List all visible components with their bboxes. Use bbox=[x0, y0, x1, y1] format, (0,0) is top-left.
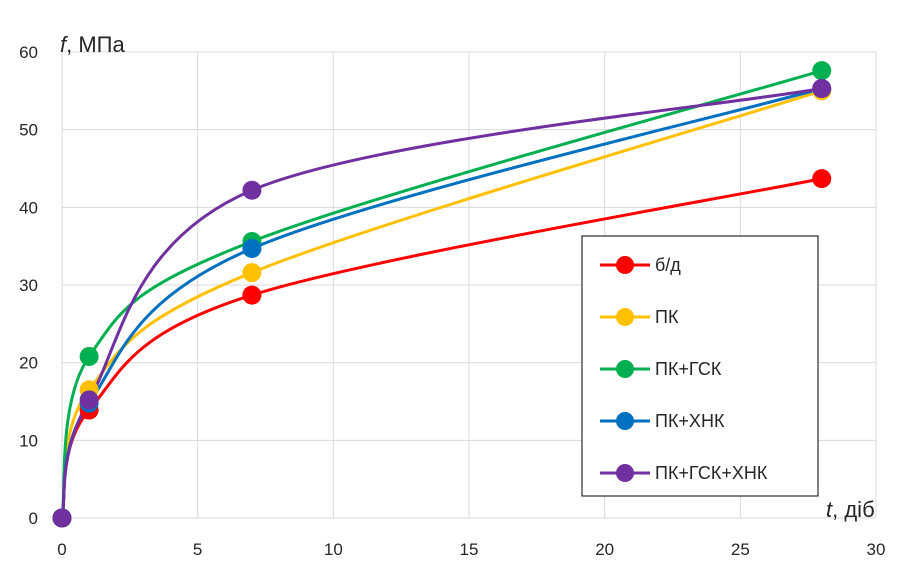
data-point bbox=[79, 346, 99, 366]
y-tick-label: 10 bbox=[19, 431, 38, 450]
y-tick-label: 30 bbox=[19, 276, 38, 295]
legend-label: ПК bbox=[655, 307, 679, 327]
data-point bbox=[242, 238, 262, 258]
legend: б/д ПК ПК+ГСК ПК+ХНК ПК+ГСК+ХНК bbox=[581, 235, 819, 497]
data-point bbox=[79, 390, 99, 410]
y-tick-label: 0 bbox=[29, 509, 38, 528]
legend-label: ПК+ГСК+ХНК bbox=[655, 463, 768, 483]
y-axis-title: f, МПа bbox=[60, 32, 125, 57]
x-tick-label: 5 bbox=[193, 540, 202, 559]
x-axis-title: t, діб bbox=[826, 497, 875, 522]
x-axis-ticks: 0 5 10 15 20 25 30 bbox=[57, 540, 885, 559]
legend-marker bbox=[616, 308, 634, 326]
legend-label: ПК+ГСК bbox=[655, 359, 722, 379]
series-points bbox=[52, 61, 832, 528]
series-lines bbox=[60, 69, 824, 520]
x-tick-label: 20 bbox=[595, 540, 614, 559]
y-tick-label: 40 bbox=[19, 198, 38, 217]
data-point bbox=[812, 61, 832, 81]
x-tick-label: 30 bbox=[867, 540, 886, 559]
y-tick-label: 50 bbox=[19, 121, 38, 140]
legend-marker bbox=[616, 360, 634, 378]
y-tick-label: 20 bbox=[19, 354, 38, 373]
x-tick-label: 25 bbox=[731, 540, 750, 559]
y-tick-label: 60 bbox=[19, 43, 38, 62]
legend-label: б/д bbox=[655, 255, 681, 275]
data-point bbox=[242, 285, 262, 305]
legend-label: ПК+ХНК bbox=[655, 411, 725, 431]
data-point bbox=[242, 180, 262, 200]
legend-marker bbox=[616, 412, 634, 430]
series-line bbox=[60, 87, 824, 520]
data-point bbox=[812, 169, 832, 189]
legend-marker bbox=[616, 256, 634, 274]
x-tick-label: 15 bbox=[460, 540, 479, 559]
x-axis-title-unit: , діб bbox=[832, 497, 875, 522]
data-point bbox=[812, 79, 832, 99]
y-axis-ticks: 0 10 20 30 40 50 60 bbox=[19, 43, 38, 528]
data-point bbox=[242, 263, 262, 283]
y-axis-title-var: f bbox=[60, 32, 69, 57]
series-line bbox=[60, 89, 824, 520]
x-tick-label: 0 bbox=[57, 540, 66, 559]
series-line bbox=[60, 69, 824, 520]
y-axis-title-unit: , МПа bbox=[66, 32, 125, 57]
legend-marker bbox=[616, 464, 634, 482]
x-axis-title-var: t bbox=[826, 497, 833, 522]
data-point bbox=[52, 508, 72, 528]
x-tick-label: 10 bbox=[324, 540, 343, 559]
